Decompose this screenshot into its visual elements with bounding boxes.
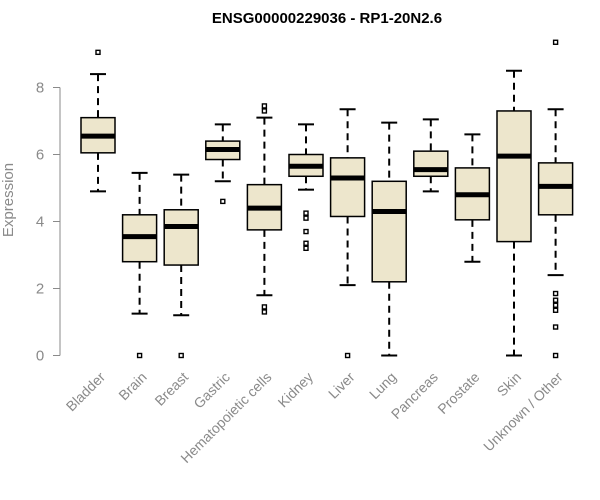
x-category-label: Unknown / Other xyxy=(480,369,566,455)
y-axis-label: Expression xyxy=(0,163,17,237)
chart-title: ENSG00000229036 - RP1-20N2.6 xyxy=(212,10,442,27)
box-group xyxy=(454,133,491,263)
outlier-point xyxy=(261,304,268,310)
outlier-point xyxy=(552,302,559,308)
outlier-point xyxy=(552,39,559,45)
outlier-point xyxy=(552,352,559,359)
box-group xyxy=(246,103,283,315)
box-group xyxy=(413,118,449,193)
y-tick-label: 0 xyxy=(36,348,44,365)
box-group xyxy=(329,108,366,359)
x-category-label: Skin xyxy=(494,369,525,400)
box-group xyxy=(537,39,574,359)
outlier-point xyxy=(261,108,268,114)
x-category-label: Lung xyxy=(366,369,399,402)
outlier-point xyxy=(303,240,309,246)
x-category-label: Bladder xyxy=(63,369,109,415)
box-group xyxy=(121,171,158,359)
y-axis: 0 2 4 6 8 xyxy=(36,80,61,365)
x-category-label: Brain xyxy=(115,369,149,403)
outlier-point xyxy=(303,210,309,216)
x-category-label: Breast xyxy=(151,369,191,409)
box-group xyxy=(80,49,116,193)
outlier-point xyxy=(95,49,101,56)
box-iqr xyxy=(496,110,532,243)
y-tick-label: 6 xyxy=(36,147,44,164)
outlier-point xyxy=(552,290,559,297)
box-iqr xyxy=(329,157,366,218)
x-category-label: Prostate xyxy=(434,369,482,417)
outlier-point xyxy=(303,245,309,252)
outlier-point xyxy=(220,198,226,205)
x-category-label: Liver xyxy=(325,369,358,402)
box-group xyxy=(205,123,241,205)
outlier-point xyxy=(178,352,184,359)
box-iqr xyxy=(371,180,407,283)
box-group xyxy=(371,121,407,357)
outlier-point xyxy=(261,309,268,315)
outlier-point xyxy=(303,215,309,221)
box-group xyxy=(163,173,199,359)
outlier-point xyxy=(261,103,268,109)
box-iqr xyxy=(537,162,574,216)
y-tick-label: 2 xyxy=(36,281,44,298)
outlier-point xyxy=(552,297,559,303)
outlier-point xyxy=(552,307,559,313)
outlier-point xyxy=(136,352,143,359)
box-iqr xyxy=(413,150,449,178)
boxes-group xyxy=(80,39,574,359)
outlier-point xyxy=(552,324,559,330)
y-tick-label: 4 xyxy=(36,214,44,231)
box-group xyxy=(496,69,532,357)
box-iqr xyxy=(163,209,199,266)
y-tick-label: 8 xyxy=(36,80,44,97)
box-group xyxy=(288,123,324,252)
outlier-point xyxy=(344,352,351,359)
outlier-point xyxy=(303,228,309,235)
x-category-label: Kidney xyxy=(275,369,317,411)
